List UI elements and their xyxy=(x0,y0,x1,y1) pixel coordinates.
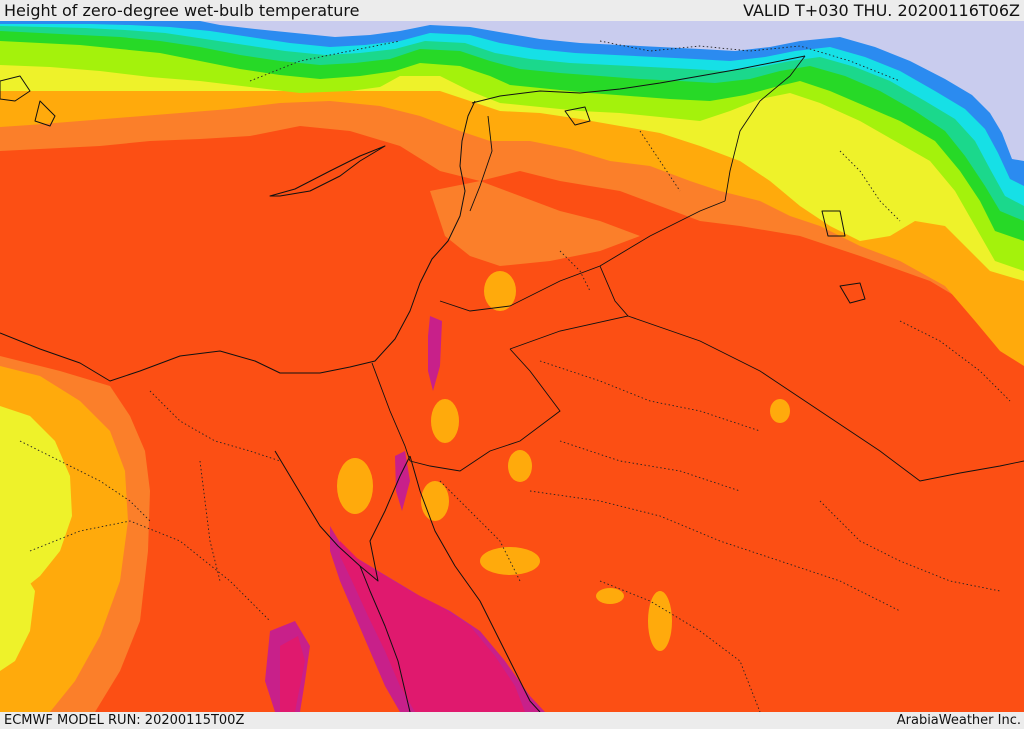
header-bar: Height of zero-degree wet-bulb temperatu… xyxy=(0,0,1024,21)
coastlines xyxy=(0,55,866,712)
map-title: Height of zero-degree wet-bulb temperatu… xyxy=(4,1,360,20)
weather-map xyxy=(0,21,1024,712)
green-band xyxy=(0,21,1024,241)
footer-bar: ECMWF MODEL RUN: 20200115T00Z ArabiaWeat… xyxy=(0,712,1024,729)
red-sea-core xyxy=(280,541,525,712)
country-borders xyxy=(371,55,1024,482)
model-run: ECMWF MODEL RUN: 20200115T00Z xyxy=(4,713,245,728)
credit-text: ArabiaWeather Inc. xyxy=(896,713,1021,728)
valid-time: VALID T+030 THU. 20200116T06Z xyxy=(743,1,1020,20)
teal-band xyxy=(0,21,1024,221)
lavender-band xyxy=(200,21,1024,161)
amber-blobs xyxy=(337,271,790,651)
admin-boundaries xyxy=(19,40,1011,712)
